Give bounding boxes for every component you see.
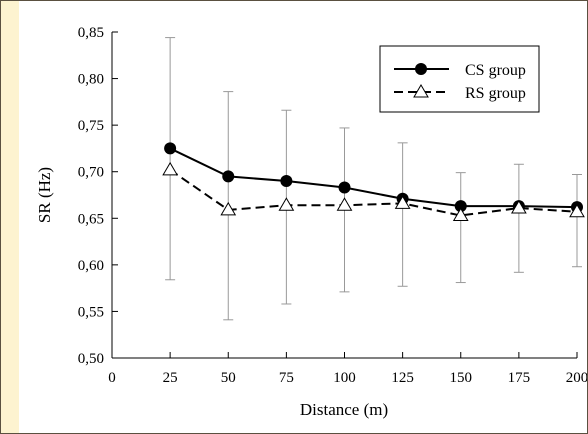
data-point-rs bbox=[162, 161, 178, 176]
y-tick-label: 0,75 bbox=[78, 118, 104, 134]
x-tick-label: 0 bbox=[108, 370, 116, 386]
legend-marker-cs bbox=[415, 63, 427, 75]
y-tick-label: 0,80 bbox=[78, 72, 104, 88]
y-axis-label: SR (Hz) bbox=[35, 167, 54, 223]
data-point-rs bbox=[452, 207, 469, 221]
y-tick-label: 0,70 bbox=[78, 165, 104, 181]
series-line-rs bbox=[169, 169, 578, 217]
x-tick-label: 100 bbox=[333, 370, 356, 386]
y-tick-label: 0,55 bbox=[78, 304, 104, 320]
series-layer bbox=[162, 142, 585, 221]
data-point-cs bbox=[338, 181, 351, 194]
y-tick-label: 0,85 bbox=[78, 25, 104, 41]
data-point-cs bbox=[454, 200, 467, 213]
data-point-rs bbox=[569, 203, 585, 218]
y-tick-label: 0,50 bbox=[78, 351, 104, 367]
data-point-rs bbox=[336, 197, 353, 211]
x-tick-label: 75 bbox=[279, 370, 294, 386]
y-tick-label: 0,60 bbox=[78, 258, 104, 274]
data-point-rs bbox=[278, 197, 295, 211]
data-point-rs bbox=[511, 200, 527, 214]
x-tick-label: 175 bbox=[508, 370, 531, 386]
legend-label-cs: CS group bbox=[465, 62, 526, 79]
x-ticks: 0 25 50 75 100 125 150 175 200 bbox=[108, 352, 587, 386]
x-tick-label: 25 bbox=[163, 370, 178, 386]
data-point-cs bbox=[280, 175, 293, 188]
line-chart: 0,50 0,55 0,60 0,65 0,70 0,75 0,80 0,85 0 25 50 75… bbox=[35, 25, 587, 419]
series-line-cs bbox=[169, 147, 578, 209]
x-tick-label: 50 bbox=[221, 370, 236, 386]
chart-panel: 0,50 0,55 0,60 0,65 0,70 0,75 0,80 0,85 0 25 50 75… bbox=[19, 1, 587, 433]
legend-marker-rs bbox=[413, 84, 429, 98]
y-tick-label: 0,65 bbox=[78, 211, 104, 227]
legend-label-rs: RS group bbox=[465, 85, 526, 102]
data-point-rs bbox=[394, 195, 411, 209]
data-point-cs bbox=[164, 142, 177, 155]
legend: CS group RS group bbox=[379, 45, 540, 113]
x-tick-label: 150 bbox=[450, 370, 473, 386]
y-ticks: 0,50 0,55 0,60 0,65 0,70 0,75 0,80 0,85 bbox=[78, 25, 118, 367]
data-point-rs bbox=[220, 201, 237, 216]
error-bars bbox=[165, 37, 582, 321]
x-axis-label: Distance (m) bbox=[300, 400, 388, 419]
x-tick-label: 125 bbox=[391, 370, 414, 386]
data-point-cs bbox=[222, 170, 235, 183]
x-tick-label: 200 bbox=[566, 370, 587, 386]
legend-box bbox=[379, 45, 540, 113]
